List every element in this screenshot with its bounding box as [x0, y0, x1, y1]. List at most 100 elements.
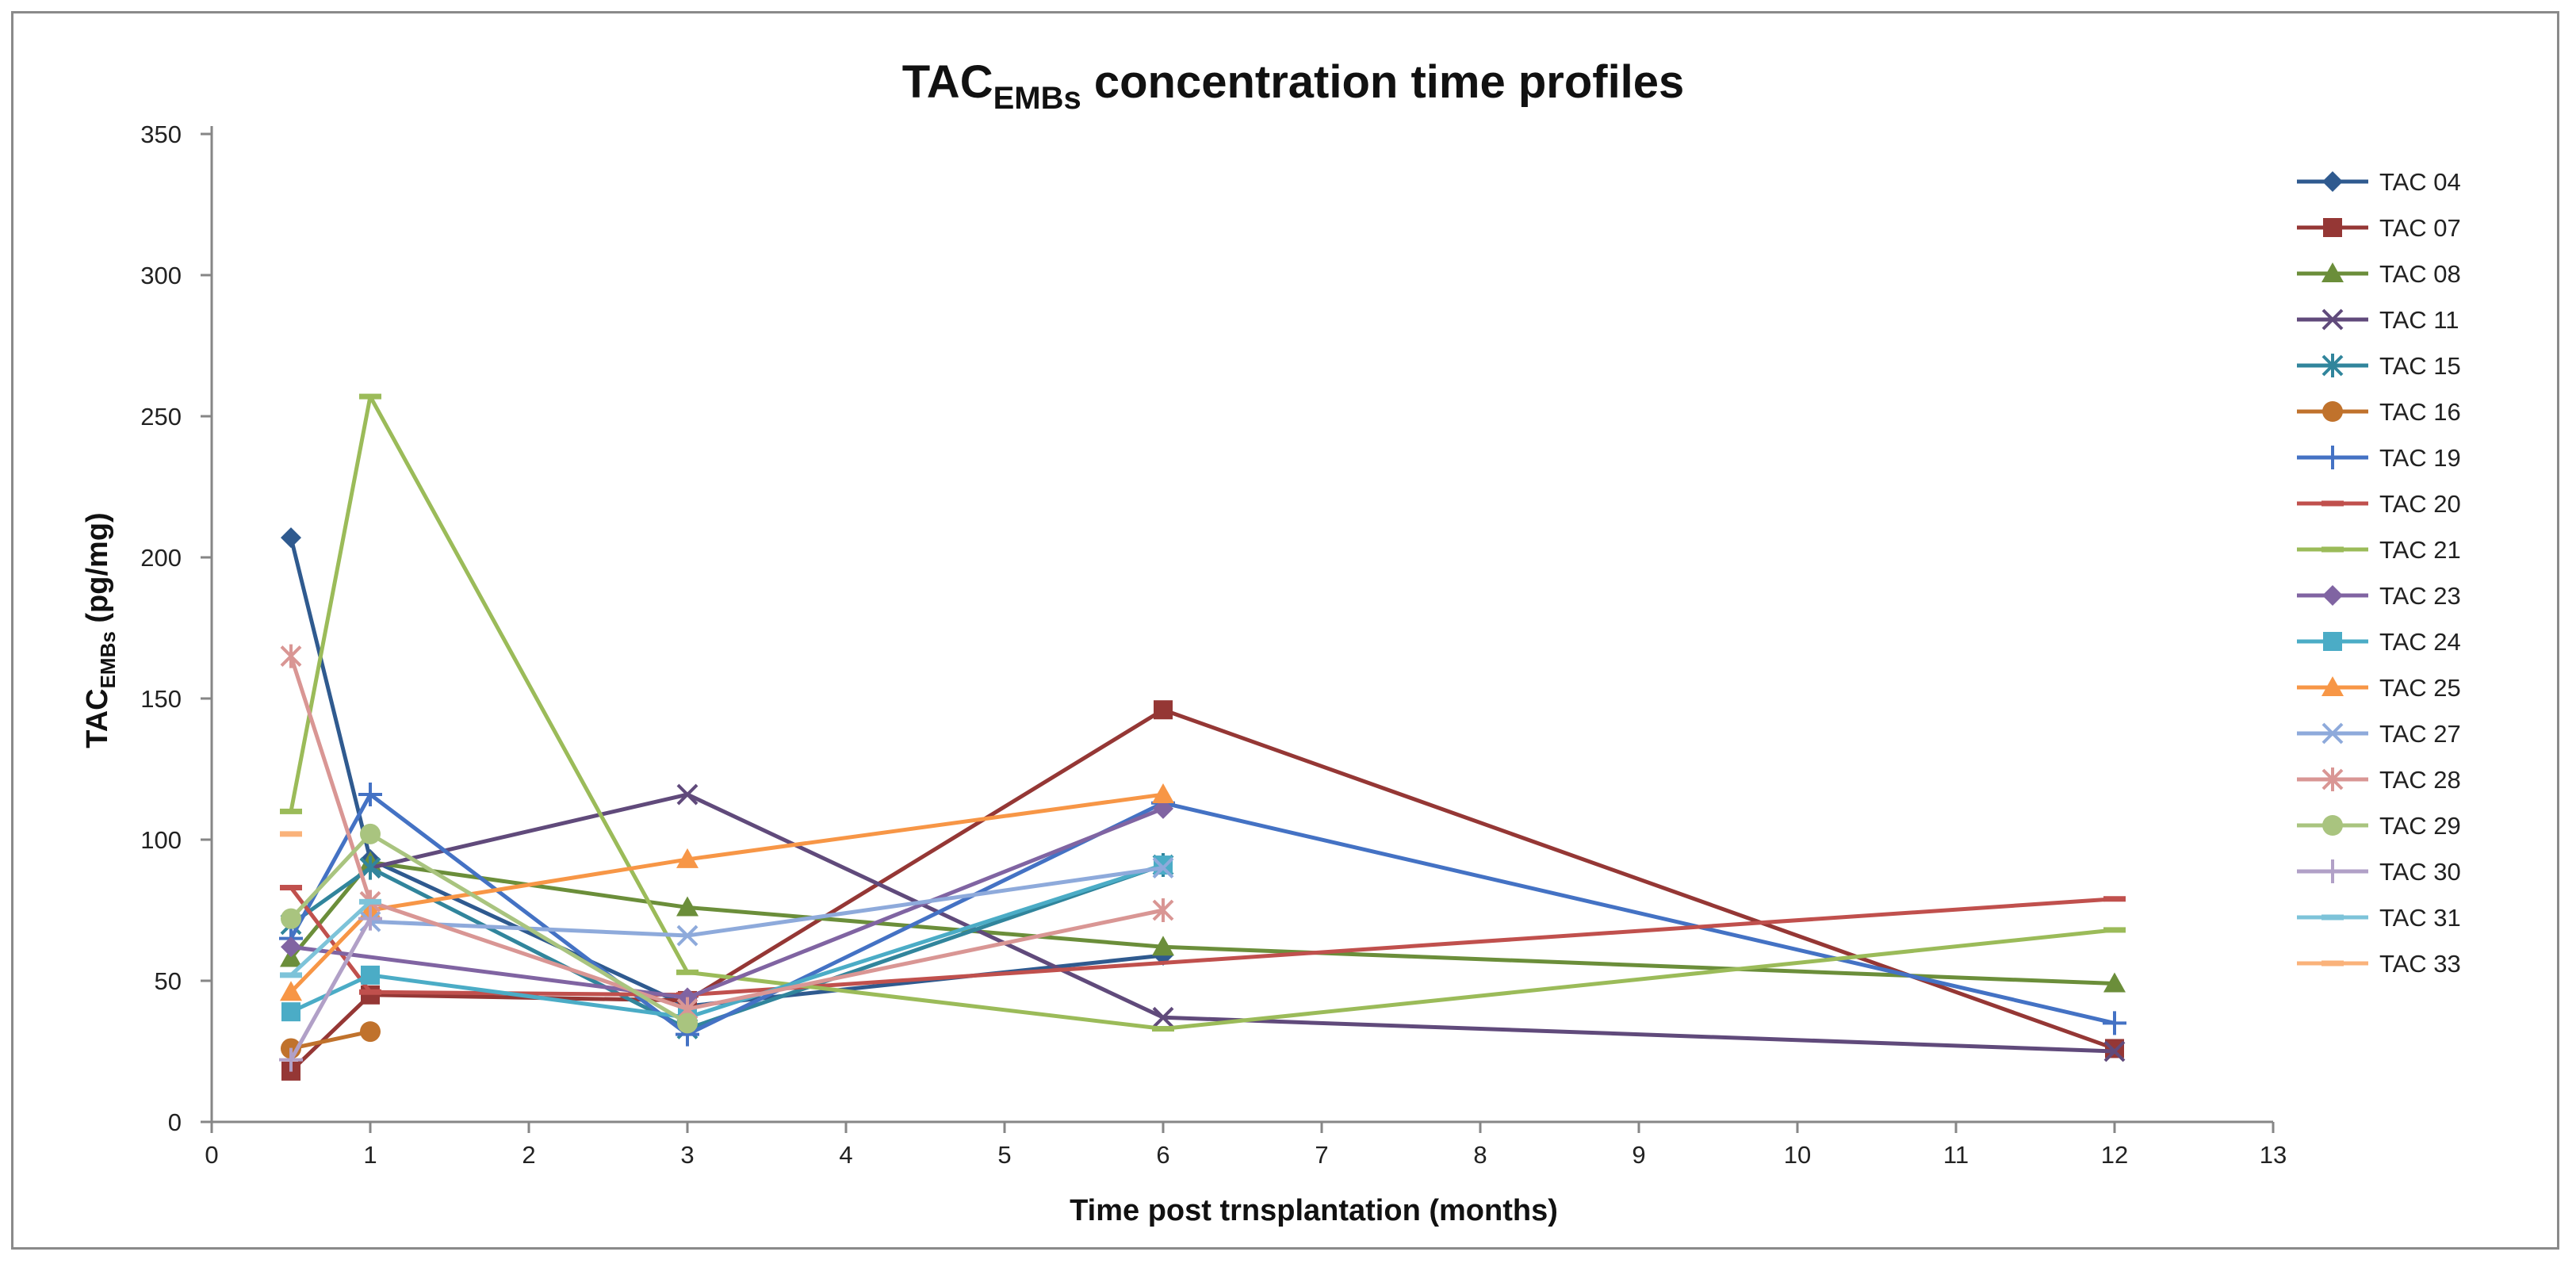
x-tick-label: 4	[839, 1141, 852, 1169]
series-tac-29	[281, 823, 698, 1034]
legend-item: TAC 16	[2297, 398, 2461, 426]
legend-marker	[2321, 262, 2344, 282]
legend-label: TAC 08	[2379, 260, 2461, 288]
legend-item: TAC 20	[2297, 490, 2461, 518]
series-line	[289, 900, 372, 977]
series-tac-21	[280, 393, 2126, 1032]
x-tick-label: 2	[522, 1141, 535, 1169]
legend-item: TAC 15	[2297, 352, 2461, 380]
data-point	[360, 1021, 381, 1043]
legend-item: TAC 33	[2297, 950, 2461, 978]
x-tick-label: 1	[363, 1141, 377, 1169]
legend-marker	[2321, 960, 2344, 967]
series-tac-08	[280, 851, 2126, 993]
data-point	[361, 965, 380, 985]
data-point	[2103, 927, 2126, 933]
x-tick-label: 9	[1632, 1141, 1645, 1169]
data-point	[676, 848, 699, 868]
series-tac-11	[359, 783, 2126, 1062]
legend-label: TAC 31	[2379, 904, 2461, 932]
x-tick-label: 11	[1943, 1141, 1969, 1169]
legend-item: TAC 19	[2297, 444, 2461, 472]
data-point	[2103, 896, 2126, 902]
data-point	[2103, 1040, 2126, 1062]
data-point	[280, 831, 302, 837]
legend-label: TAC 04	[2379, 168, 2461, 196]
legend-label: TAC 33	[2379, 950, 2461, 978]
data-point	[280, 972, 302, 978]
legend-label: TAC 20	[2379, 490, 2461, 518]
x-tick-label: 12	[2101, 1141, 2128, 1169]
legend-item: TAC 21	[2297, 536, 2461, 564]
legend-marker	[2321, 354, 2344, 377]
legend-marker	[2321, 446, 2344, 469]
legend-item: TAC 28	[2297, 766, 2461, 794]
data-point	[2105, 1039, 2124, 1058]
legend-marker	[2321, 676, 2344, 696]
data-point	[280, 885, 302, 891]
legend-label: TAC 29	[2379, 812, 2461, 840]
x-tick-label: 13	[2260, 1141, 2287, 1169]
series-tac-30	[279, 906, 382, 1072]
y-tick-label: 100	[140, 826, 182, 854]
data-point	[281, 908, 301, 929]
data-point	[2103, 972, 2126, 993]
data-point	[676, 924, 699, 947]
legend-item: TAC 23	[2297, 582, 2461, 610]
data-point	[358, 906, 382, 931]
legend-item: TAC 31	[2297, 904, 2461, 932]
legend-label: TAC 16	[2379, 398, 2461, 426]
data-point	[359, 898, 381, 905]
series-line	[289, 655, 1164, 1012]
legend-label: TAC 15	[2379, 352, 2461, 380]
legend-item: TAC 08	[2297, 260, 2461, 288]
legend-item: TAC 07	[2297, 214, 2461, 242]
series-line	[289, 917, 373, 1061]
legend-marker	[2321, 546, 2344, 553]
legend-marker	[2322, 815, 2343, 836]
legend-label: TAC 24	[2379, 628, 2461, 656]
series-line	[289, 394, 2115, 1032]
legend-label: TAC 27	[2379, 720, 2461, 748]
legend-marker	[2322, 171, 2343, 192]
data-point	[281, 1002, 300, 1022]
y-tick-label: 300	[140, 262, 182, 289]
y-axis-title: TACEMBs (pg/mg)	[81, 512, 120, 748]
data-point	[1152, 1006, 1174, 1028]
x-tick-label: 6	[1156, 1141, 1169, 1169]
legend-item: TAC 04	[2297, 168, 2461, 196]
data-point	[677, 1012, 698, 1034]
data-point	[1154, 856, 1173, 875]
data-point	[359, 989, 381, 995]
legend-marker	[2321, 722, 2344, 745]
data-point	[676, 969, 699, 975]
series-tac-19	[279, 783, 2126, 1047]
data-point	[2103, 1011, 2126, 1035]
data-point	[676, 896, 699, 917]
legend-label: TAC 07	[2379, 214, 2461, 242]
legend-marker	[2321, 767, 2344, 791]
x-tick-label: 5	[997, 1141, 1011, 1169]
legend-marker	[2323, 218, 2342, 237]
legend-label: TAC 30	[2379, 858, 2461, 886]
data-point	[676, 783, 699, 806]
data-point	[1152, 1026, 1174, 1032]
data-point	[359, 393, 381, 400]
data-point	[280, 981, 302, 1001]
legend-marker	[2321, 500, 2344, 507]
data-point	[1152, 857, 1174, 879]
chart-frame: TACEMBs concentration time profiles TACE…	[11, 11, 2559, 1250]
data-point	[358, 783, 382, 807]
data-point	[281, 936, 301, 958]
legend-marker	[2323, 632, 2342, 651]
legend-item: TAC 30	[2297, 858, 2461, 886]
x-tick-label: 7	[1315, 1141, 1328, 1169]
data-point	[1152, 783, 1174, 804]
data-point	[279, 1047, 303, 1072]
legend-label: TAC 23	[2379, 582, 2461, 610]
data-point	[280, 644, 302, 668]
y-tick-label: 150	[140, 685, 182, 713]
legend-item: TAC 11	[2297, 306, 2459, 334]
y-tick-label: 0	[168, 1108, 182, 1136]
legend-label: TAC 19	[2379, 444, 2461, 472]
